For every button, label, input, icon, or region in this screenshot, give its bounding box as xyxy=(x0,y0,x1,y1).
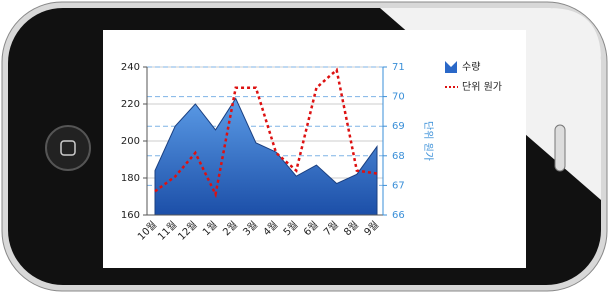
home-button[interactable] xyxy=(46,126,90,170)
y2-tick-label: 69 xyxy=(392,121,405,132)
y-tick-label: 220 xyxy=(121,99,140,110)
legend-label: 수량 xyxy=(462,61,480,73)
y-tick-label: 200 xyxy=(121,136,140,147)
y-tick-label: 160 xyxy=(121,210,140,221)
y2-tick-label: 70 xyxy=(392,92,405,103)
speaker-slot xyxy=(555,125,565,171)
y-tick-label: 240 xyxy=(121,62,140,73)
legend-label: 단위 원가 xyxy=(462,80,502,93)
y2-tick-label: 71 xyxy=(392,62,405,73)
y2-tick-label: 68 xyxy=(392,151,405,162)
y-tick-label: 180 xyxy=(121,173,140,184)
y2-tick-label: 66 xyxy=(392,210,405,221)
phone-screenshot: 단위 원가 16018020022024066676869707110월11월1… xyxy=(0,0,609,293)
y2-axis-title: 단위 원가 xyxy=(422,121,435,161)
page: {"chart_data":{"type":"area-line", "cate… xyxy=(0,0,609,293)
y2-tick-label: 67 xyxy=(392,180,405,191)
